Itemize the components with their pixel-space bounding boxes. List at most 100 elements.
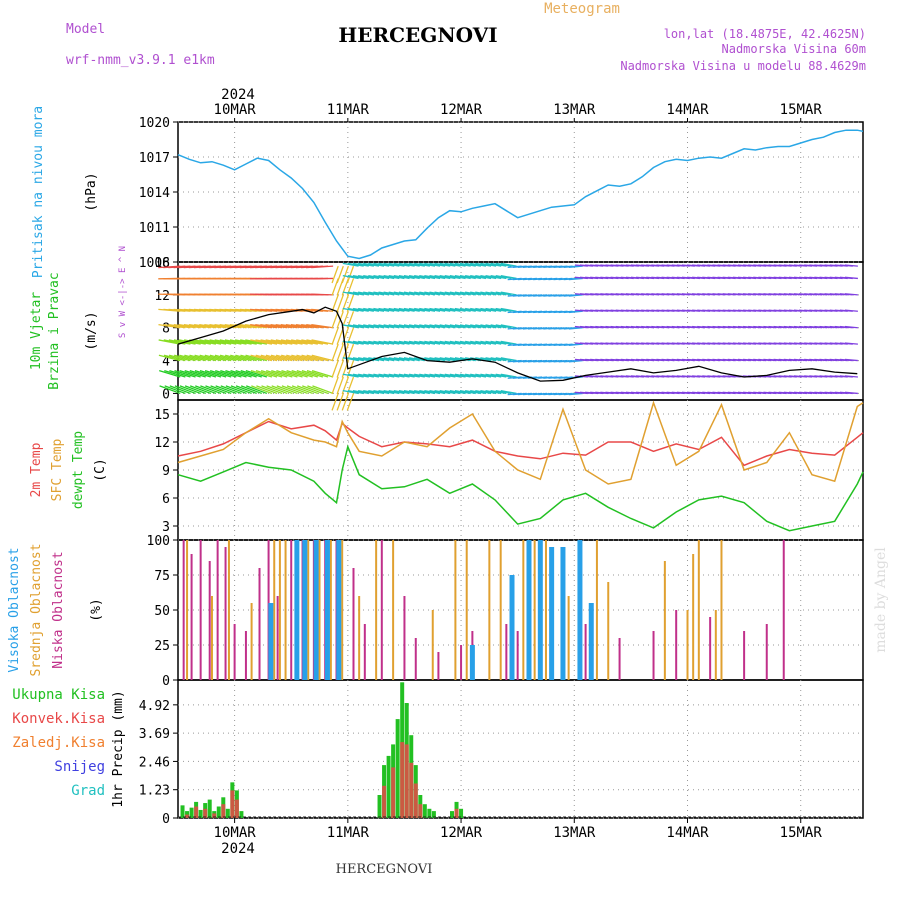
footer-title: HERCEGNOVI xyxy=(336,862,433,877)
ytick-label-temperature: 6 xyxy=(162,492,170,507)
xtick-label-top: 15MAR xyxy=(780,102,823,118)
year-top: 2024 xyxy=(221,87,255,103)
ytick-label-wind: 16 xyxy=(154,256,170,271)
precip-bar-conv xyxy=(414,784,418,819)
pressure-unit: (hPa) xyxy=(84,172,99,211)
ytick-label-precip: 0 xyxy=(162,812,170,827)
cloud-bar-high xyxy=(268,603,273,680)
ytick-label-precip: 4.92 xyxy=(139,699,170,714)
cloud-bar-mid xyxy=(375,540,377,680)
pressure-ylabel: Pritisak na nivou mora xyxy=(31,106,46,278)
precip-bar-conv xyxy=(221,804,225,818)
cloud-bar-low xyxy=(585,624,587,680)
ytick-label-clouds: 75 xyxy=(154,569,170,584)
cloud-bar-mid xyxy=(466,540,468,680)
cloud-bar-mid xyxy=(692,554,694,680)
cloud-bar-low xyxy=(653,631,655,680)
precip-bar-conv xyxy=(230,790,234,818)
precip-bar-total xyxy=(396,719,400,818)
ytick-label-pressure: 1020 xyxy=(139,116,170,131)
cloud-bar-low xyxy=(352,568,354,680)
wind-barb xyxy=(311,294,333,295)
cloud-bar-low xyxy=(783,540,785,680)
precip-legend-item: Zaledj.Kisa xyxy=(12,735,105,751)
ytick-label-temperature: 15 xyxy=(154,408,170,423)
wind-ylabel-2: Brzina i Pravac xyxy=(47,272,62,389)
cloud-bar-mid xyxy=(319,540,321,680)
precip-bar-total xyxy=(387,756,391,818)
wind-barb xyxy=(337,393,343,410)
cloud-bar-mid xyxy=(545,540,547,680)
precip-bar-total xyxy=(181,805,185,818)
temp-ylabel-2m: 2m Temp xyxy=(29,442,44,497)
cloud-bar-mid xyxy=(186,540,188,680)
cloud-bar-high xyxy=(314,540,319,680)
cloud-bar-low xyxy=(415,638,417,680)
precip-bar-total xyxy=(423,804,427,818)
cloud-bar-mid xyxy=(500,540,502,680)
panels-group: 1008101110141017102004812163691215025507… xyxy=(7,102,863,841)
cloud-bar-high xyxy=(538,540,543,680)
precip-bar-conv xyxy=(391,767,395,818)
xtick-label-bottom: 14MAR xyxy=(666,825,709,841)
cloud-bar-low xyxy=(505,624,507,680)
cloud-bar-mid xyxy=(251,603,253,680)
altitude-label: Nadmorska Visina 60m xyxy=(722,42,867,56)
ytick-label-pressure: 1011 xyxy=(139,221,170,236)
cloud-bar-low xyxy=(619,638,621,680)
cloud-bar-mid xyxy=(607,582,609,680)
cloud-ylabel-high: Visoka Oblacnost xyxy=(7,547,22,672)
cloud-bar-low xyxy=(381,540,383,680)
ytick-label-temperature: 3 xyxy=(162,520,170,535)
precip-legend-item: Ukupna Kisa xyxy=(12,687,105,703)
cloud-bar-low xyxy=(217,540,219,680)
precip-legend-item: Grad xyxy=(71,783,105,799)
cloud-bar-high xyxy=(526,540,531,680)
precip-bar-conv xyxy=(405,744,409,818)
xtick-label-top: 14MAR xyxy=(666,102,709,118)
pressure-series-pressure xyxy=(178,130,863,258)
model-label: Model xyxy=(66,22,105,37)
model-name: wrf-nmm_v3.9.1 e1km xyxy=(66,53,215,68)
ytick-label-clouds: 25 xyxy=(154,639,170,654)
wind-barb xyxy=(337,377,343,394)
cloud-bar-mid xyxy=(687,610,689,680)
cloud-bar-mid xyxy=(211,596,213,680)
ytick-label-clouds: 100 xyxy=(147,534,170,549)
cloud-bar-mid xyxy=(307,540,309,680)
wind-barb xyxy=(332,344,338,361)
cloud-bar-mid xyxy=(698,540,700,680)
xtick-label-bottom: 11MAR xyxy=(327,825,370,841)
temp-ylabel-sfc: SFC Temp xyxy=(50,439,65,502)
watermark: made by Angel xyxy=(873,547,889,653)
cloud-bar-mid xyxy=(568,596,570,680)
cloud-bar-low xyxy=(743,631,745,680)
precip-ylabel: 1hr Precip (mm) xyxy=(111,690,126,807)
cloud-bar-mid xyxy=(228,540,230,680)
precip-bar-conv xyxy=(382,786,386,818)
cloud-bar-mid xyxy=(273,540,275,680)
wind-barb xyxy=(332,328,338,345)
wind-barb xyxy=(337,295,343,312)
wind-ylabel-1: 10m Vjetar xyxy=(29,292,44,370)
xtick-label-bottom: 13MAR xyxy=(553,825,596,841)
ytick-label-precip: 1.23 xyxy=(139,784,170,799)
cloud-unit: (%) xyxy=(89,598,104,621)
cloud-bar-mid xyxy=(341,540,343,680)
cloud-bar-mid xyxy=(392,540,394,680)
wind-barb xyxy=(347,393,353,410)
cloud-bar-low xyxy=(675,610,677,680)
cloud-bar-low xyxy=(437,652,439,680)
temp-ylabel-dew: dewpt Temp xyxy=(71,431,86,509)
cloud-bar-high xyxy=(294,540,299,680)
precip-bar-total xyxy=(378,795,382,818)
ytick-label-temperature: 12 xyxy=(154,436,170,451)
wind-barb xyxy=(337,361,343,378)
panel-frame-precip xyxy=(178,680,863,818)
cloud-bar-high xyxy=(302,540,307,680)
panel-frame-temperature xyxy=(178,400,863,540)
temperature-series-tsfc xyxy=(178,403,863,484)
precip-bar-conv xyxy=(194,807,198,819)
cloud-ylabel-low: Niska Oblacnost xyxy=(51,551,66,668)
